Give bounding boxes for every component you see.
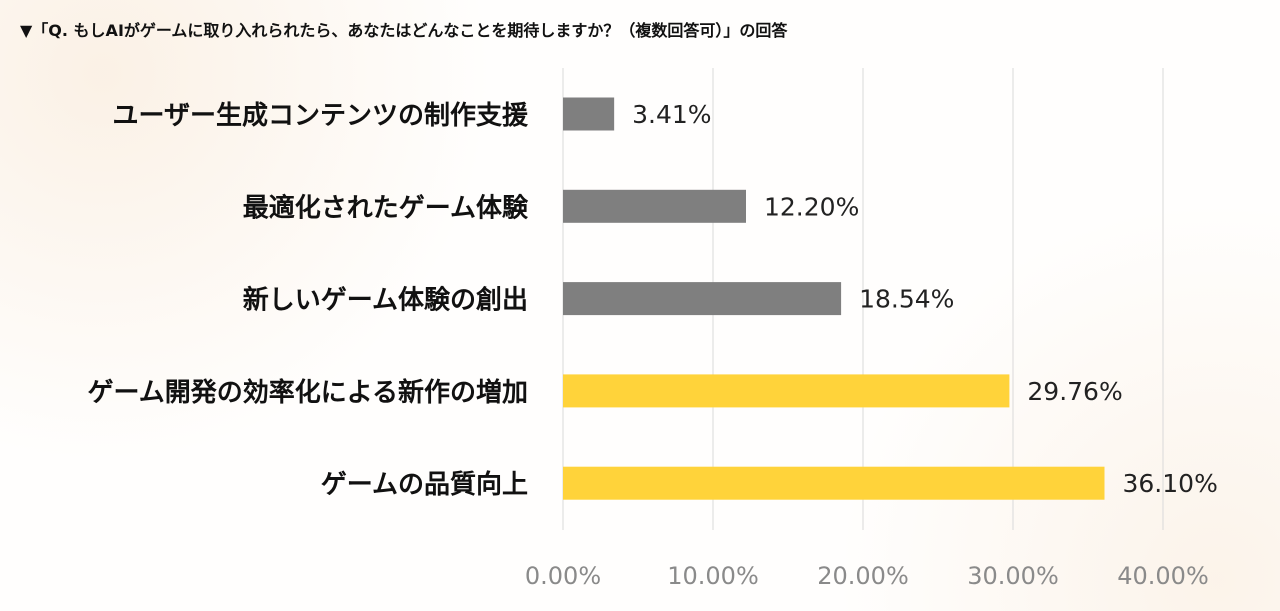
category-label-4: ゲームの品質向上 — [321, 469, 528, 500]
category-label-0: ユーザー生成コンテンツの制作支援 — [113, 101, 529, 131]
x-tick-label-2: 20.00% — [817, 562, 909, 590]
category-label-2: 新しいゲーム体験の創出 — [243, 285, 528, 316]
bar-2 — [563, 282, 842, 316]
category-label-3: ゲーム開発の効率化による新作の増加 — [88, 377, 528, 408]
value-label-0: 3.41% — [632, 100, 711, 129]
value-label-1: 12.20% — [764, 192, 859, 221]
bar-0 — [563, 97, 615, 131]
category-label-1: 最適化されたゲーム体験 — [243, 192, 529, 223]
x-tick-label-3: 30.00% — [967, 562, 1059, 590]
value-label-3: 29.76% — [1027, 377, 1122, 406]
bar-3 — [563, 374, 1010, 408]
bar-1 — [563, 189, 746, 223]
value-label-4: 36.10% — [1123, 469, 1218, 498]
x-tick-label-1: 10.00% — [667, 562, 759, 590]
x-tick-label-0: 0.00% — [525, 562, 601, 590]
value-label-2: 18.54% — [859, 285, 954, 314]
x-tick-label-4: 40.00% — [1117, 562, 1209, 590]
bar-4 — [563, 466, 1105, 500]
page-title: ▼「Q. もしAIがゲームに取り入れられたら、あなたはどんなことを期待しますか？… — [20, 21, 788, 40]
